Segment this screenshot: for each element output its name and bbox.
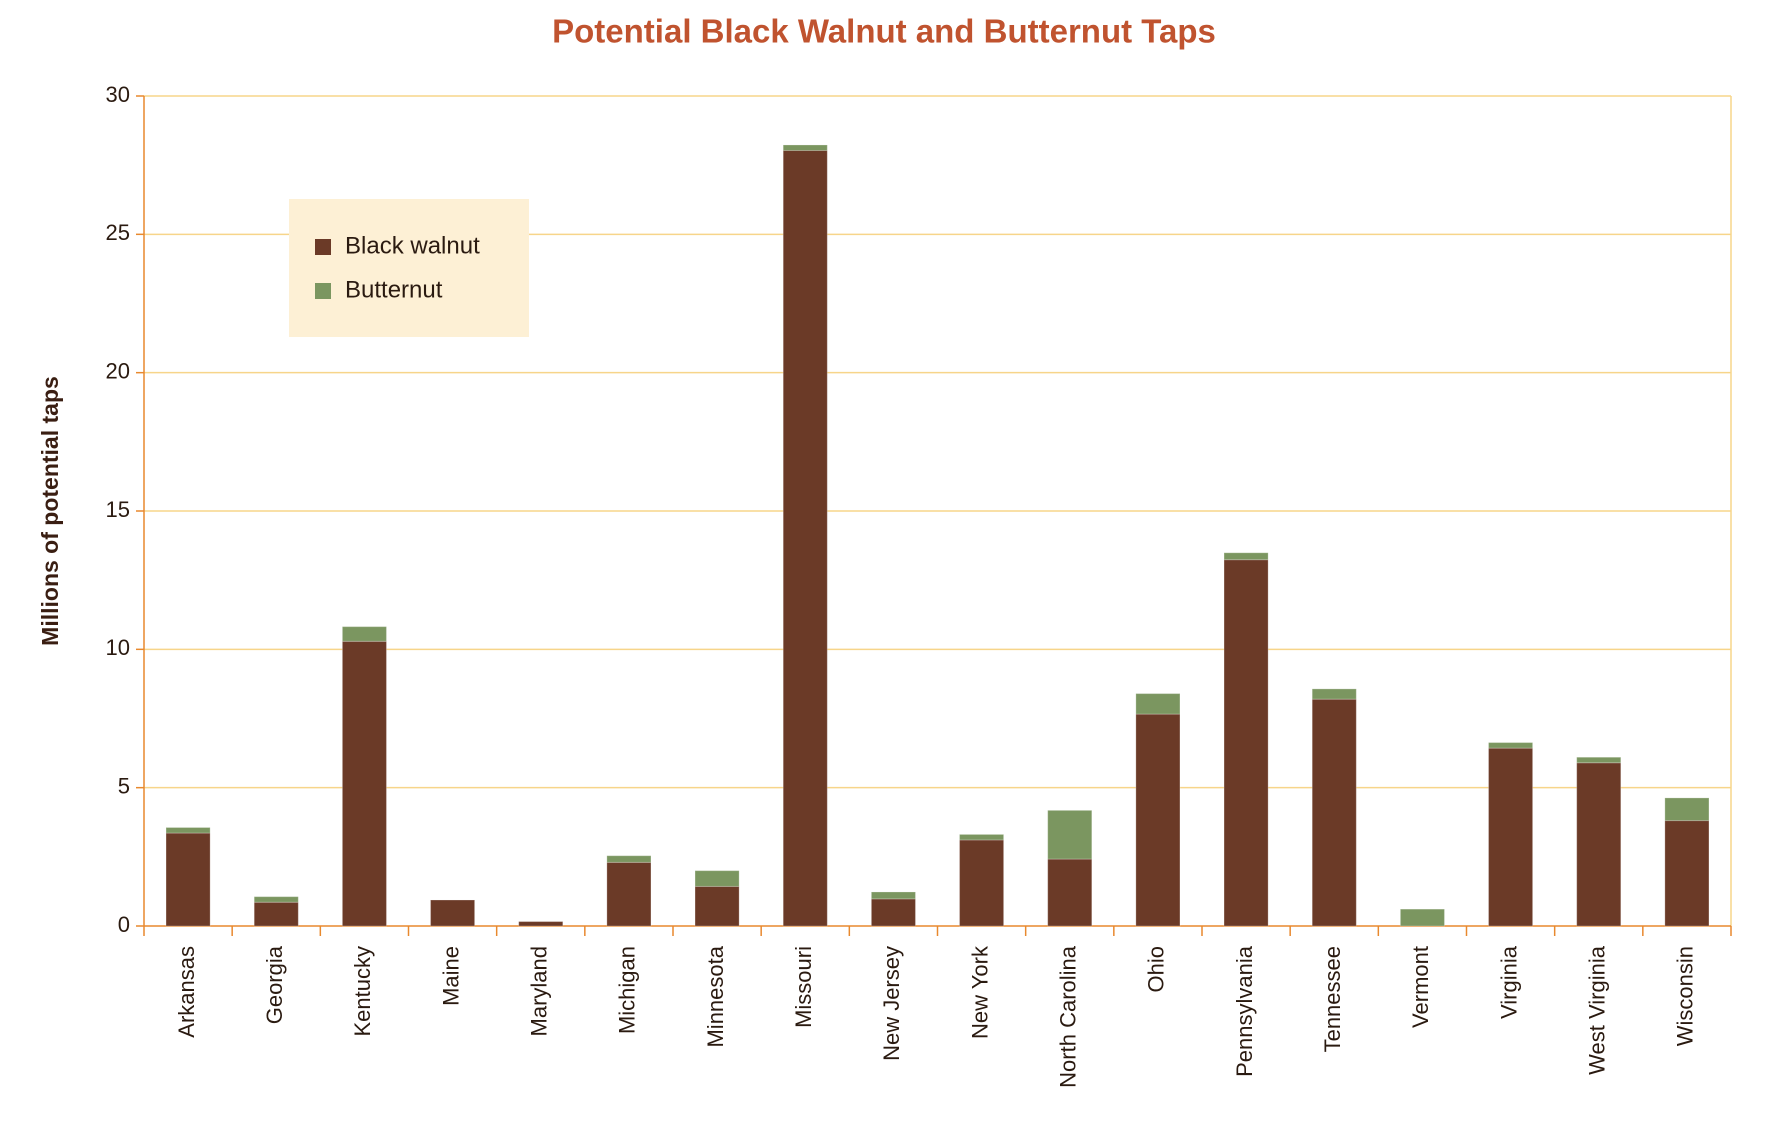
legend-box [289, 199, 529, 337]
bar-segment [870, 891, 916, 900]
bar-segment [253, 901, 299, 927]
bar-segment [1047, 858, 1093, 927]
bar-segment [870, 898, 916, 927]
x-tick-label: North Carolina [1056, 945, 1081, 1088]
x-tick-label: Tennessee [1320, 946, 1345, 1052]
x-tick-label: West Virginia [1585, 945, 1610, 1075]
x-tick-label: Arkansas [174, 946, 199, 1038]
bar-segment [165, 832, 211, 927]
bar-segment [1576, 762, 1622, 927]
bar-segment [1135, 713, 1181, 927]
bar-segment [430, 899, 476, 927]
y-tick-label: 0 [118, 912, 130, 937]
bar-segment [1311, 698, 1357, 927]
y-tick-label: 25 [106, 220, 130, 245]
bar-segment [1664, 797, 1710, 822]
bar-segment [959, 839, 1005, 927]
x-tick-label: Ohio [1144, 946, 1169, 992]
bar-segment [1576, 756, 1622, 764]
bar-segment [341, 640, 387, 927]
bar-segment [959, 833, 1005, 841]
y-axis-label: Millions of potential taps [37, 376, 63, 646]
x-tick-label: Missouri [791, 946, 816, 1028]
bar-segment [1399, 908, 1445, 927]
y-tick-label: 15 [106, 497, 130, 522]
bar-segment [1488, 747, 1534, 927]
x-tick-label: Maine [438, 946, 463, 1006]
bar-segment [341, 626, 387, 642]
bar-segment [694, 870, 740, 887]
bar-segment [165, 827, 211, 834]
x-tick-label: Maryland [527, 946, 552, 1036]
bar-segment [253, 896, 299, 903]
bar-segment [606, 861, 652, 927]
x-tick-label: Wisconsin [1673, 946, 1698, 1046]
legend-swatch [315, 239, 331, 255]
x-tick-label: Minnesota [703, 945, 728, 1047]
y-tick-label: 30 [106, 82, 130, 107]
bar-segment [1047, 809, 1093, 860]
bar-segment [1223, 559, 1269, 927]
bar-segment [1311, 688, 1357, 700]
legend-label: Butternut [345, 276, 443, 303]
bar-segment [1664, 820, 1710, 927]
x-tick-label: Virginia [1496, 945, 1521, 1019]
y-tick-label: 10 [106, 635, 130, 660]
x-tick-label: Georgia [262, 945, 287, 1024]
x-tick-label: Michigan [615, 946, 640, 1034]
bar-segment [518, 921, 564, 927]
x-tick-label: New York [967, 945, 992, 1039]
x-tick-label: New Jersey [879, 946, 904, 1061]
x-tick-label: Vermont [1408, 946, 1433, 1028]
y-tick-label: 5 [118, 773, 130, 798]
bar-segment [1223, 552, 1269, 561]
legend-label: Black walnut [345, 232, 480, 259]
x-tick-label: Pennsylvania [1232, 945, 1257, 1077]
bar-segment [782, 150, 828, 927]
bar-segment [782, 144, 828, 152]
bar-segment [1135, 693, 1181, 715]
x-tick-label: Kentucky [350, 946, 375, 1037]
bar-segment [606, 855, 652, 863]
legend-swatch [315, 283, 331, 299]
chart-title: Potential Black Walnut and Butternut Tap… [552, 13, 1216, 50]
y-tick-label: 20 [106, 358, 130, 383]
bar-segment [1488, 742, 1534, 749]
bar-segment [694, 885, 740, 927]
